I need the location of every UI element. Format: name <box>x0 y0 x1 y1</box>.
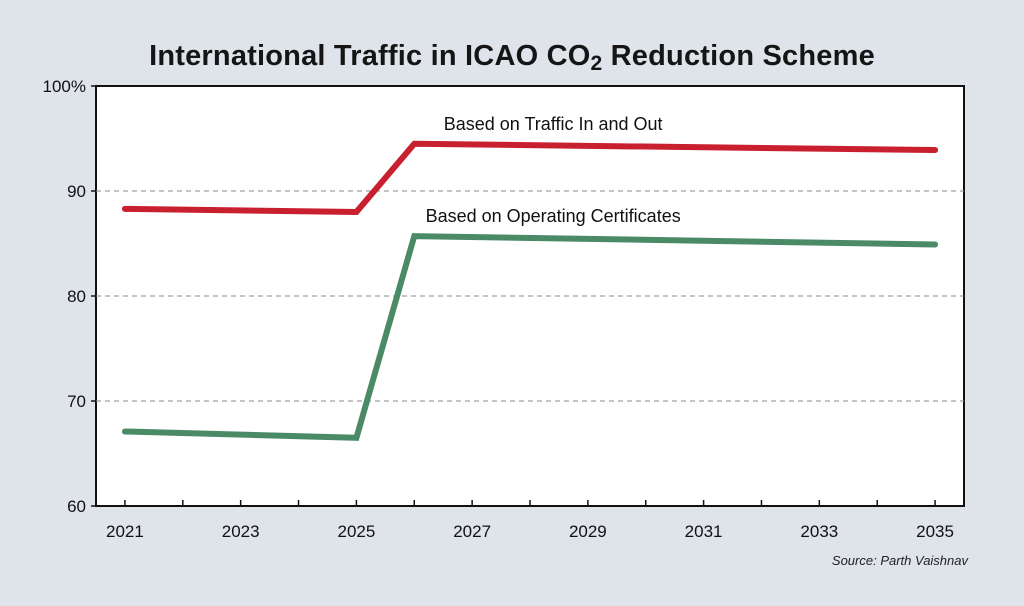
chart-title: International Traffic in ICAO CO2 Reduct… <box>0 40 1024 75</box>
chart-title-main: International Traffic in ICAO CO <box>149 40 591 72</box>
x-tick-label-2025: 2025 <box>337 522 375 541</box>
x-axis: 2021 2023 2025 2027 2029 2031 2033 2035 <box>106 500 954 541</box>
x-tick-label-2035: 2035 <box>916 522 954 541</box>
y-axis: 100% 90 80 70 60 <box>43 77 96 516</box>
series-label-2: Based on Operating Certificates <box>426 206 681 226</box>
x-tick-label-2023: 2023 <box>222 522 260 541</box>
x-tick-label-2027: 2027 <box>453 522 491 541</box>
series-label-1: Based on Traffic In and Out <box>444 114 663 134</box>
series-lines <box>121 140 939 441</box>
y-tick-label-60: 60 <box>67 497 86 516</box>
x-tick-label-2033: 2033 <box>800 522 838 541</box>
y-tick-label-100: 100% <box>43 77 86 96</box>
y-tick-label-80: 80 <box>67 287 86 306</box>
x-tick-label-2031: 2031 <box>685 522 723 541</box>
series-line-2 <box>121 233 939 441</box>
series-labels: Based on Traffic In and Out Based on Oper… <box>426 114 681 226</box>
series-line-1 <box>121 140 939 216</box>
grid-lines <box>96 190 964 402</box>
y-tick-label-90: 90 <box>67 182 86 201</box>
source-note: Source: Parth Vaishnav <box>831 553 968 568</box>
x-tick-label-2021: 2021 <box>106 522 144 541</box>
chart-title-rest: Reduction Scheme <box>602 40 875 72</box>
x-tick-label-2029: 2029 <box>569 522 607 541</box>
y-tick-label-70: 70 <box>67 392 86 411</box>
chart-title-subscript: 2 <box>590 52 603 75</box>
